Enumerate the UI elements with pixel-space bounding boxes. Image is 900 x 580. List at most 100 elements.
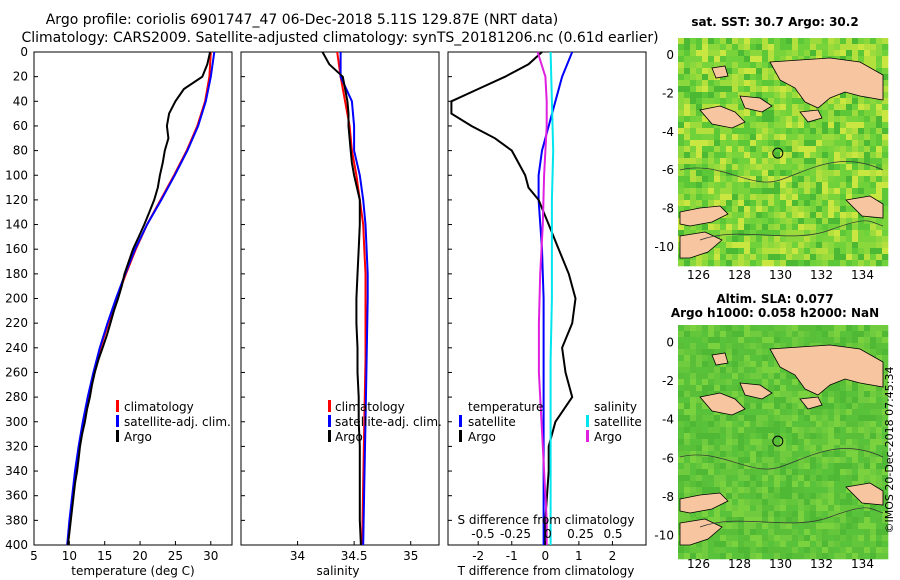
map-cell [714, 56, 721, 63]
map-cell [726, 80, 733, 87]
map-cell [696, 355, 703, 362]
map-cell [798, 553, 805, 560]
map-cell [846, 38, 853, 45]
map-cell [684, 517, 691, 524]
map-cell [792, 146, 799, 153]
map-cell [882, 68, 889, 75]
map-cell [702, 469, 709, 476]
map-cell [678, 206, 685, 213]
map-cell [762, 74, 769, 81]
map-cell [678, 86, 685, 93]
map-cell [732, 182, 739, 189]
map-cell [720, 248, 727, 255]
map-cell [810, 337, 817, 344]
map-cell [810, 433, 817, 440]
map-cell [696, 325, 703, 332]
map-cell [870, 481, 877, 488]
map-cell [792, 230, 799, 237]
y-tick-label: 120 [5, 193, 28, 207]
map-cell [786, 409, 793, 416]
map-cell [858, 409, 865, 416]
map-cell [864, 176, 871, 183]
credit-text: ©IMOS 20-Dec-2018 07:45:34 [883, 367, 896, 534]
map-cell [828, 152, 835, 159]
map-cell [756, 445, 763, 452]
map-cell [774, 230, 781, 237]
map-cell [810, 170, 817, 177]
map-cell [774, 415, 781, 422]
map-cell [798, 176, 805, 183]
map-cell [732, 325, 739, 332]
map-cell [828, 553, 835, 560]
map-cell [684, 44, 691, 51]
map-cell [858, 152, 865, 159]
map-cell [882, 86, 889, 93]
map-cell [720, 343, 727, 350]
map-cell [708, 331, 715, 338]
map-cell [822, 38, 829, 45]
map-cell [870, 62, 877, 69]
map-cell [738, 355, 745, 362]
map-cell [738, 158, 745, 165]
map-cell [714, 188, 721, 195]
map-cell [774, 38, 781, 45]
map-cell [714, 230, 721, 237]
map-cell [738, 523, 745, 530]
s-tick-label: 0.25 [567, 527, 594, 541]
map-cell [864, 164, 871, 171]
map-cell [870, 110, 877, 117]
map-cell [876, 242, 883, 249]
map-cell [756, 116, 763, 123]
map-cell [750, 212, 757, 219]
map-cell [768, 92, 775, 99]
map-cell [726, 128, 733, 135]
map-cell [774, 511, 781, 518]
map-cell [804, 487, 811, 494]
map-cell [726, 62, 733, 69]
x-tick-label: 30 [203, 549, 218, 563]
map-cell [762, 463, 769, 470]
map-cell [834, 206, 841, 213]
map-cell [792, 463, 799, 470]
map-cell [810, 230, 817, 237]
map-cell [840, 254, 847, 261]
map-cell [852, 553, 859, 560]
map-cell [846, 427, 853, 434]
map-cell [858, 457, 865, 464]
map-cell [828, 134, 835, 141]
map-cell [696, 110, 703, 117]
map-cell [762, 152, 769, 159]
map-cell [756, 397, 763, 404]
map-cell [852, 391, 859, 398]
map-cell [786, 122, 793, 129]
map-cell [780, 343, 787, 350]
legend-s-argo: Argo [594, 430, 622, 444]
map-cell [846, 337, 853, 344]
map-cell [762, 481, 769, 488]
map-cell [738, 50, 745, 57]
map-cell [834, 421, 841, 428]
map-cell [882, 92, 889, 99]
map-cell [786, 391, 793, 398]
map-cell [804, 421, 811, 428]
map-cell [720, 379, 727, 386]
map-cell [852, 116, 859, 123]
map-cell [708, 439, 715, 446]
map-cell [810, 242, 817, 249]
map-cell [738, 74, 745, 81]
map-cell [858, 445, 865, 452]
map-cell [876, 481, 883, 488]
map-cell [678, 517, 685, 524]
map-cell [750, 505, 757, 512]
map-cell [786, 224, 793, 231]
map-cell [792, 517, 799, 524]
map-cell [720, 56, 727, 63]
map-cell [684, 152, 691, 159]
map-cell [714, 337, 721, 344]
map-cell [732, 469, 739, 476]
sla-title-line2: Argo h1000: 0.058 h2000: NaN [671, 306, 879, 320]
map-cell [738, 80, 745, 87]
map-cell [828, 164, 835, 171]
map-cell [846, 517, 853, 524]
map-cell [876, 170, 883, 177]
